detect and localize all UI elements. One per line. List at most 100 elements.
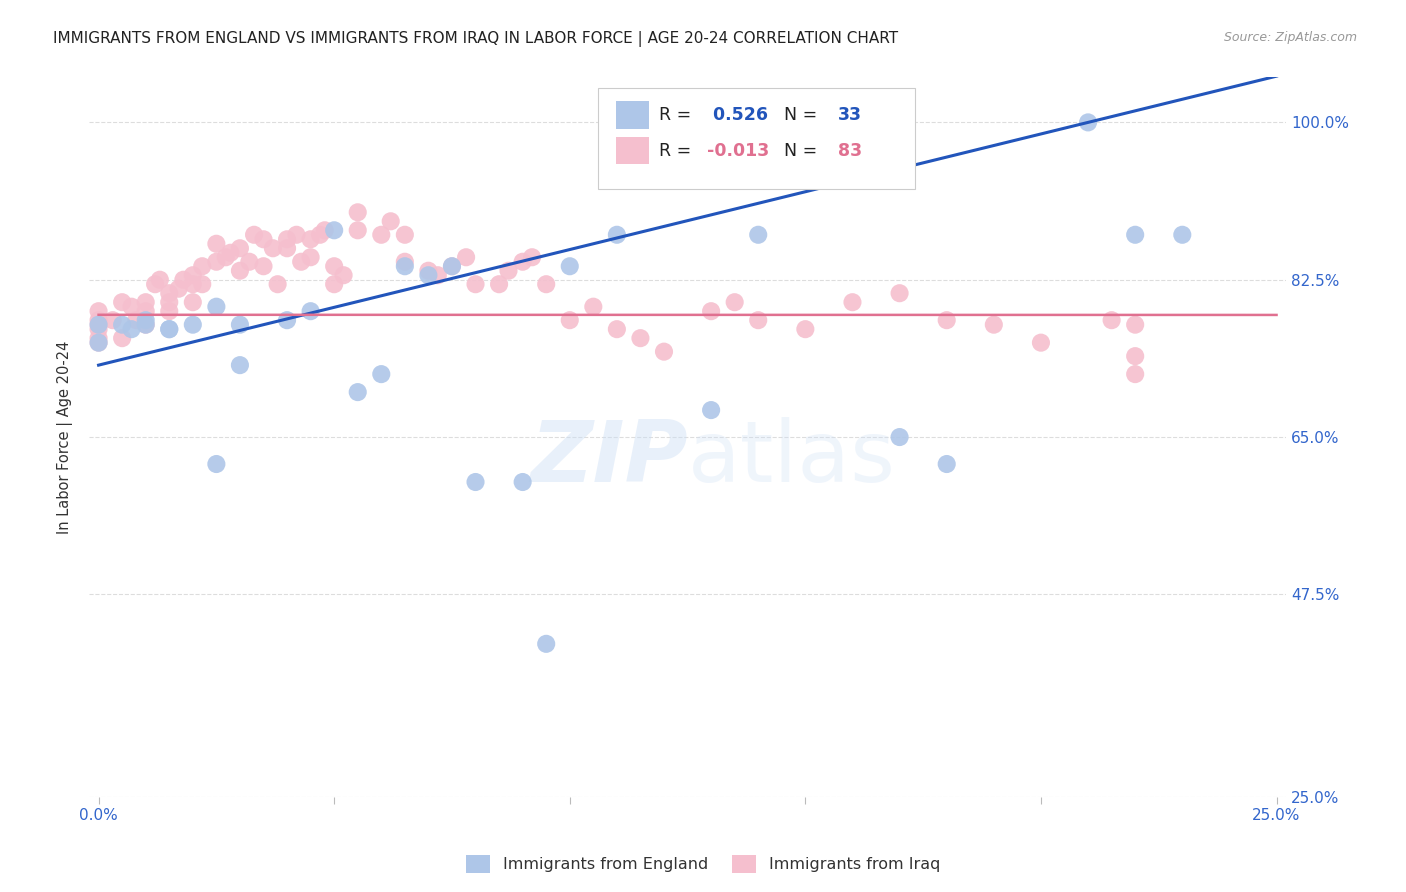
Point xyxy=(935,313,957,327)
Text: N =: N = xyxy=(772,142,823,160)
Point xyxy=(1123,367,1146,381)
Point xyxy=(111,331,134,345)
Text: 0.526: 0.526 xyxy=(707,106,768,124)
Point xyxy=(191,277,214,292)
Point xyxy=(290,254,312,268)
Text: 33: 33 xyxy=(838,106,862,124)
Point xyxy=(370,367,392,381)
Point xyxy=(87,322,110,336)
Point xyxy=(143,277,166,292)
Point xyxy=(238,254,260,268)
Point xyxy=(121,322,143,336)
Point xyxy=(205,300,228,314)
Text: R =: R = xyxy=(659,142,696,160)
Point xyxy=(426,268,449,283)
Point xyxy=(299,304,322,318)
Point xyxy=(370,227,392,242)
Point xyxy=(534,277,557,292)
Text: Source: ZipAtlas.com: Source: ZipAtlas.com xyxy=(1223,31,1357,45)
Point xyxy=(135,304,157,318)
Point xyxy=(1029,335,1052,350)
Point xyxy=(841,295,863,310)
Point xyxy=(346,223,368,237)
Text: 83: 83 xyxy=(838,142,862,160)
Point xyxy=(1171,227,1194,242)
Point xyxy=(181,277,204,292)
Point xyxy=(700,403,723,417)
Point xyxy=(512,475,534,489)
Point xyxy=(794,322,817,336)
Point xyxy=(418,264,440,278)
Point xyxy=(724,295,747,310)
Point xyxy=(157,304,180,318)
Point xyxy=(299,250,322,264)
Point xyxy=(229,241,252,255)
Point xyxy=(157,295,180,310)
Point xyxy=(181,268,204,283)
Text: IMMIGRANTS FROM ENGLAND VS IMMIGRANTS FROM IRAQ IN LABOR FORCE | AGE 20-24 CORRE: IMMIGRANTS FROM ENGLAND VS IMMIGRANTS FR… xyxy=(53,31,898,47)
Point xyxy=(394,227,416,242)
Point xyxy=(456,250,478,264)
Point xyxy=(464,277,486,292)
Point xyxy=(700,304,723,318)
Text: atlas: atlas xyxy=(688,417,896,500)
Point xyxy=(1123,318,1146,332)
Point xyxy=(380,214,402,228)
Point xyxy=(191,259,214,273)
Point xyxy=(889,286,911,301)
Point xyxy=(582,300,605,314)
Point xyxy=(606,322,628,336)
Point xyxy=(172,273,194,287)
Point xyxy=(332,268,354,283)
Point xyxy=(87,335,110,350)
Point xyxy=(314,223,336,237)
Point xyxy=(167,282,190,296)
Point xyxy=(558,259,581,273)
Point xyxy=(243,227,266,242)
Point xyxy=(101,313,124,327)
Point xyxy=(440,259,463,273)
Point xyxy=(215,250,238,264)
Point xyxy=(488,277,510,292)
Point xyxy=(205,457,228,471)
Point xyxy=(534,637,557,651)
Point xyxy=(1123,349,1146,363)
Point xyxy=(983,318,1005,332)
Point xyxy=(323,259,346,273)
Point xyxy=(520,250,543,264)
Point xyxy=(323,223,346,237)
Point xyxy=(181,295,204,310)
Point xyxy=(498,264,520,278)
Point xyxy=(121,300,143,314)
Point xyxy=(935,457,957,471)
Point xyxy=(252,259,274,273)
Point xyxy=(464,475,486,489)
Point xyxy=(157,322,180,336)
Text: -0.013: -0.013 xyxy=(707,142,769,160)
Point xyxy=(181,318,204,332)
Point xyxy=(346,205,368,219)
FancyBboxPatch shape xyxy=(598,88,915,189)
Point xyxy=(1123,227,1146,242)
Point xyxy=(394,259,416,273)
Point xyxy=(276,313,298,327)
Point xyxy=(135,318,157,332)
Point xyxy=(394,254,416,268)
Point xyxy=(309,227,332,242)
Point xyxy=(149,273,172,287)
Point xyxy=(266,277,288,292)
Point xyxy=(111,295,134,310)
Point xyxy=(87,331,110,345)
Point xyxy=(87,304,110,318)
Point xyxy=(652,344,675,359)
Point xyxy=(299,232,322,246)
Point xyxy=(285,227,308,242)
Point xyxy=(229,264,252,278)
Point xyxy=(125,313,148,327)
Point xyxy=(418,268,440,283)
Point xyxy=(157,286,180,301)
Point xyxy=(135,313,157,327)
Point xyxy=(346,385,368,400)
Point xyxy=(229,358,252,372)
Point xyxy=(229,318,252,332)
